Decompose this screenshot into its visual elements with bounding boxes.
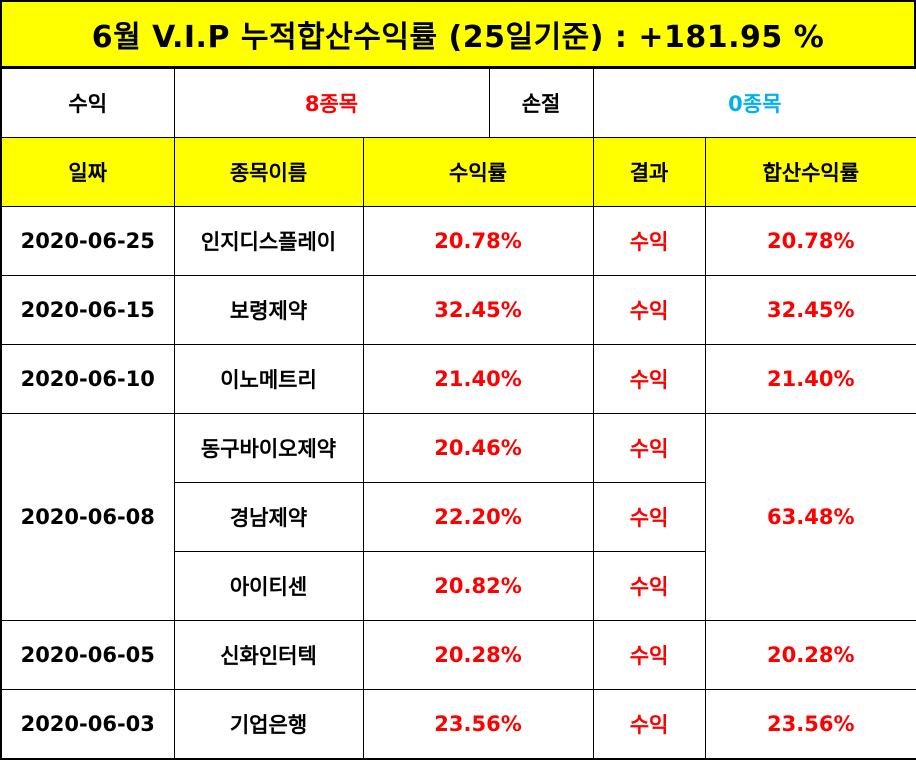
stock-name-cell: 이노메트리 bbox=[173, 344, 364, 414]
stock-name-cell: 동구바이오제약 bbox=[173, 413, 364, 483]
stock-name-cell: 신화인터텍 bbox=[173, 620, 364, 690]
table-row: 2020-06-05 신화인터텍 20.28% 수익 20.28% bbox=[0, 620, 916, 690]
result-cell: 수익 bbox=[592, 482, 706, 552]
table-row: 2020-06-03 기업은행 23.56% 수익 23.56% bbox=[0, 689, 916, 760]
header-result: 결과 bbox=[592, 137, 706, 207]
rate-cell: 22.20% bbox=[362, 482, 594, 552]
result-cell: 수익 bbox=[592, 413, 706, 483]
table-row: 2020-06-25 인지디스플레이 20.78% 수익 20.78% bbox=[0, 206, 916, 276]
profit-label: 수익 bbox=[0, 68, 175, 138]
result-cell: 수익 bbox=[592, 689, 706, 760]
result-cell: 수익 bbox=[592, 275, 706, 345]
table-row: 2020-06-10 이노메트리 21.40% 수익 21.40% bbox=[0, 344, 916, 414]
rate-cell: 32.45% bbox=[362, 275, 594, 345]
stock-name-cell: 경남제약 bbox=[173, 482, 364, 552]
profit-count: 8종목 bbox=[173, 68, 490, 138]
rate-cell: 20.46% bbox=[362, 413, 594, 483]
result-cell: 수익 bbox=[592, 344, 706, 414]
total-cell: 23.56% bbox=[704, 689, 916, 760]
header-date: 일짜 bbox=[0, 137, 175, 207]
header-total: 합산수익률 bbox=[704, 137, 916, 207]
result-cell: 수익 bbox=[592, 206, 706, 276]
total-cell: 21.40% bbox=[704, 344, 916, 414]
date-cell: 2020-06-05 bbox=[0, 620, 175, 690]
table-row: 2020-06-08 동구바이오제약 20.46% 수익 63.48% bbox=[0, 413, 916, 621]
header-row: 일짜 종목이름 수익률 결과 합산수익률 bbox=[0, 137, 916, 207]
stock-name-cell: 아이티센 bbox=[173, 551, 364, 621]
date-cell: 2020-06-25 bbox=[0, 206, 175, 276]
stock-name-cell: 기업은행 bbox=[173, 689, 364, 760]
date-cell: 2020-06-15 bbox=[0, 275, 175, 345]
returns-table: 수익 8종목 손절 0종목 일짜 종목이름 수익률 결과 합산수익률 2020-… bbox=[0, 68, 916, 760]
rate-cell: 20.78% bbox=[362, 206, 594, 276]
header-rate: 수익률 bbox=[362, 137, 594, 207]
stock-name-cell: 인지디스플레이 bbox=[173, 206, 364, 276]
date-cell: 2020-06-10 bbox=[0, 344, 175, 414]
rate-cell: 21.40% bbox=[362, 344, 594, 414]
total-cell: 32.45% bbox=[704, 275, 916, 345]
loss-count: 0종목 bbox=[592, 68, 916, 138]
total-cell: 20.78% bbox=[704, 206, 916, 276]
summary-row: 수익 8종목 손절 0종목 bbox=[0, 68, 916, 138]
rate-cell: 23.56% bbox=[362, 689, 594, 760]
stock-name-cell: 보령제약 bbox=[173, 275, 364, 345]
rate-cell: 20.82% bbox=[362, 551, 594, 621]
result-cell: 수익 bbox=[592, 551, 706, 621]
header-name: 종목이름 bbox=[173, 137, 364, 207]
date-cell: 2020-06-03 bbox=[0, 689, 175, 760]
table-row: 2020-06-15 보령제약 32.45% 수익 32.45% bbox=[0, 275, 916, 345]
sheet-title: 6월 V.I.P 누적합산수익률 (25일기준) : +181.95 % bbox=[0, 0, 916, 68]
rate-cell: 20.28% bbox=[362, 620, 594, 690]
total-cell: 63.48% bbox=[704, 413, 916, 621]
total-cell: 20.28% bbox=[704, 620, 916, 690]
loss-label: 손절 bbox=[488, 68, 594, 138]
date-cell: 2020-06-08 bbox=[0, 413, 175, 621]
table-row: 경남제약 22.20% 수익 bbox=[1, 482, 916, 552]
result-cell: 수익 bbox=[592, 620, 706, 690]
